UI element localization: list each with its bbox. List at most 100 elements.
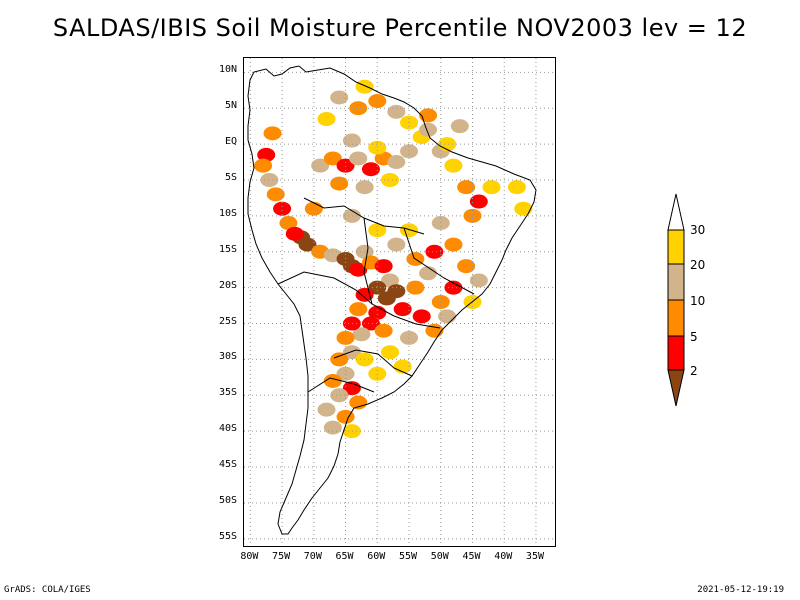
legend-swatch-5-10 bbox=[667, 299, 685, 337]
percentile-patch bbox=[336, 409, 355, 424]
percentile-patch bbox=[368, 366, 387, 381]
longitude-label: 35W bbox=[525, 551, 544, 562]
percentile-patch bbox=[368, 280, 387, 295]
latitude-label: 15S bbox=[218, 243, 237, 255]
percentile-patch bbox=[361, 316, 380, 331]
percentile-patch bbox=[323, 151, 342, 166]
longitude-label: 70W bbox=[303, 551, 322, 562]
lat-lon-gridlines bbox=[244, 58, 555, 546]
latitude-label: 30S bbox=[218, 351, 237, 363]
percentile-patch bbox=[419, 266, 438, 281]
latitude-label: 50S bbox=[218, 494, 237, 506]
percentile-patch bbox=[393, 302, 412, 317]
percentile-patch bbox=[419, 122, 438, 137]
latitude-label: 55S bbox=[218, 530, 237, 542]
percentile-patch bbox=[380, 173, 399, 187]
percentile-patch bbox=[507, 180, 526, 195]
percentile-patch bbox=[260, 173, 279, 187]
percentile-patch bbox=[368, 94, 387, 109]
map-title: SALDAS/IBIS Soil Moisture Percentile NOV… bbox=[52, 14, 748, 42]
percentile-patch bbox=[355, 79, 374, 94]
latitude-label: 10S bbox=[218, 207, 237, 219]
legend-label-20: 20 bbox=[690, 258, 706, 272]
percentile-patch bbox=[317, 112, 336, 126]
percentile-patch bbox=[263, 126, 282, 141]
latitude-label: 20S bbox=[218, 279, 237, 291]
percentile-patch bbox=[349, 151, 368, 166]
percentile-patch bbox=[323, 373, 342, 388]
percentile-patch bbox=[425, 244, 444, 259]
percentile-patch bbox=[419, 108, 438, 123]
percentile-patch bbox=[377, 291, 396, 306]
latitude-label: 25S bbox=[218, 315, 237, 327]
percentile-patch bbox=[273, 201, 292, 216]
longitude-label: 80W bbox=[240, 551, 259, 562]
percentile-patch bbox=[457, 180, 476, 195]
longitude-label: 50W bbox=[430, 551, 449, 562]
legend-label-30: 30 bbox=[690, 223, 706, 237]
percentile-patch bbox=[352, 327, 371, 342]
percentile-patch bbox=[406, 280, 425, 295]
percentile-patch bbox=[400, 144, 419, 159]
percentile-legend: 30 20 10 5 2 bbox=[664, 192, 724, 412]
legend-colorbar bbox=[667, 193, 685, 407]
percentile-patch bbox=[342, 345, 361, 360]
latitude-label: 40S bbox=[218, 423, 237, 435]
legend-label-10: 10 bbox=[690, 294, 706, 308]
percentile-patch bbox=[266, 187, 285, 202]
percentile-patch bbox=[330, 352, 349, 367]
percentile-patch bbox=[304, 201, 323, 216]
percentile-patch bbox=[361, 162, 380, 177]
percentile-patch bbox=[387, 155, 406, 170]
longitude-label: 75W bbox=[272, 551, 291, 562]
latitude-label: EQ bbox=[224, 136, 237, 148]
percentile-patch bbox=[336, 158, 355, 173]
percentile-patch bbox=[469, 273, 488, 288]
percentile-patch bbox=[254, 158, 273, 173]
latitude-label: 5N bbox=[224, 100, 237, 112]
percentile-patch bbox=[444, 280, 463, 295]
percentile-patch bbox=[355, 180, 374, 195]
percentile-patch bbox=[342, 424, 361, 439]
percentile-patch bbox=[323, 420, 342, 435]
percentile-patch bbox=[285, 226, 304, 241]
latitude-label: 10N bbox=[218, 64, 237, 76]
percentile-patch bbox=[431, 216, 450, 231]
longitude-label: 40W bbox=[494, 551, 513, 562]
legend-swatch-below2 bbox=[667, 369, 685, 407]
percentile-patch bbox=[469, 194, 488, 209]
percentile-patch bbox=[342, 316, 361, 331]
longitude-label: 55W bbox=[398, 551, 418, 562]
legend-label-2: 2 bbox=[690, 364, 698, 378]
latitude-label: 45S bbox=[218, 459, 237, 471]
percentile-patch bbox=[450, 119, 469, 134]
percentile-patch bbox=[444, 158, 463, 173]
percentile-patch bbox=[317, 402, 336, 417]
continent-outline bbox=[247, 65, 537, 535]
legend-swatch-10-20 bbox=[667, 263, 685, 301]
footer-credit: GrADS: COLA/IGES bbox=[4, 585, 91, 595]
footer-timestamp: 2021-05-12-19:19 bbox=[697, 585, 784, 595]
legend-label-5: 5 bbox=[690, 330, 698, 344]
longitude-label: 60W bbox=[367, 551, 386, 562]
percentile-patch bbox=[342, 208, 361, 223]
legend-swatch-2-5 bbox=[667, 335, 685, 371]
percentile-patch bbox=[336, 330, 355, 345]
percentile-patch bbox=[349, 101, 368, 116]
soil-moisture-map bbox=[244, 58, 555, 546]
percentile-patch bbox=[279, 216, 298, 231]
latitude-label: 35S bbox=[218, 387, 237, 399]
percentile-patch bbox=[400, 330, 419, 345]
legend-swatch-20-30 bbox=[667, 229, 685, 265]
percentile-patch bbox=[387, 104, 406, 119]
map-panel bbox=[243, 57, 556, 547]
latitude-label: 5S bbox=[224, 172, 237, 183]
percentile-patch bbox=[330, 176, 349, 191]
percentile-patch bbox=[311, 158, 330, 173]
percentile-patch bbox=[257, 147, 276, 162]
percentile-patch bbox=[349, 302, 368, 317]
percentile-patch bbox=[380, 345, 399, 360]
percentile-patch bbox=[342, 133, 361, 148]
longitude-label: 65W bbox=[335, 551, 354, 562]
percentile-patch bbox=[330, 388, 349, 403]
